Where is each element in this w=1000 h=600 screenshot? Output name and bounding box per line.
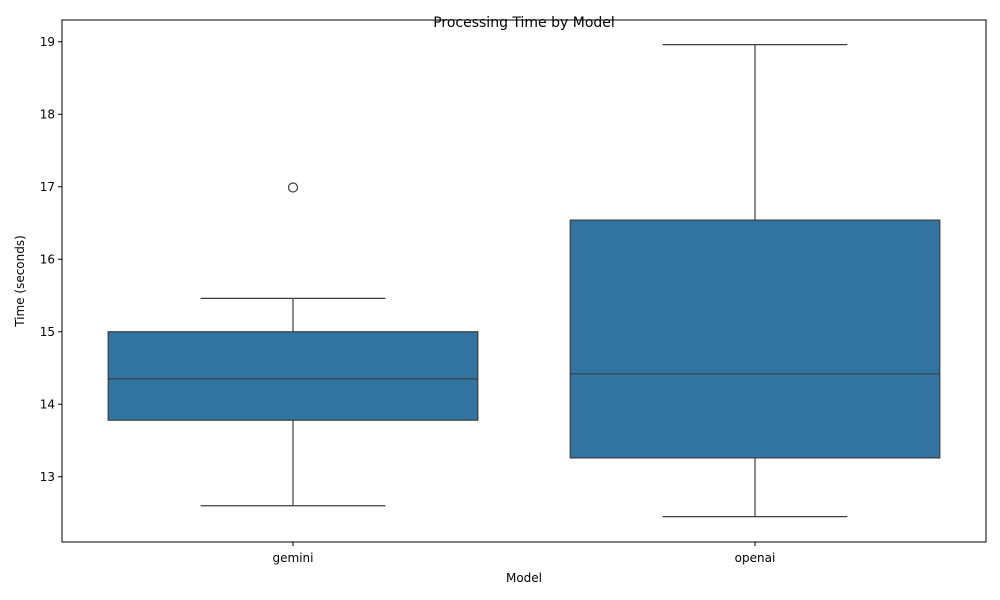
y-tick-label: 17 xyxy=(40,180,55,194)
chart-title: Processing Time by Model xyxy=(433,15,615,31)
plot-frame xyxy=(61,19,987,543)
y-tick-label: 13 xyxy=(40,470,55,484)
outlier-point xyxy=(287,182,299,193)
y-tick-label: 15 xyxy=(40,325,55,339)
y-tick-label: 14 xyxy=(40,397,55,411)
box-gemini xyxy=(107,182,479,507)
iqr-box xyxy=(569,219,941,459)
y-axis-label: Time (seconds) xyxy=(13,235,27,328)
iqr-box xyxy=(107,331,479,421)
plot-area xyxy=(107,44,941,518)
y-tick-label: 16 xyxy=(40,252,55,266)
box-openai xyxy=(569,44,941,518)
x-axis-label: Model xyxy=(506,571,542,585)
x-tick-label: gemini xyxy=(273,551,314,565)
y-tick-label: 19 xyxy=(40,35,55,49)
y-tick-label: 18 xyxy=(40,107,55,121)
x-tick-label: openai xyxy=(735,551,776,565)
